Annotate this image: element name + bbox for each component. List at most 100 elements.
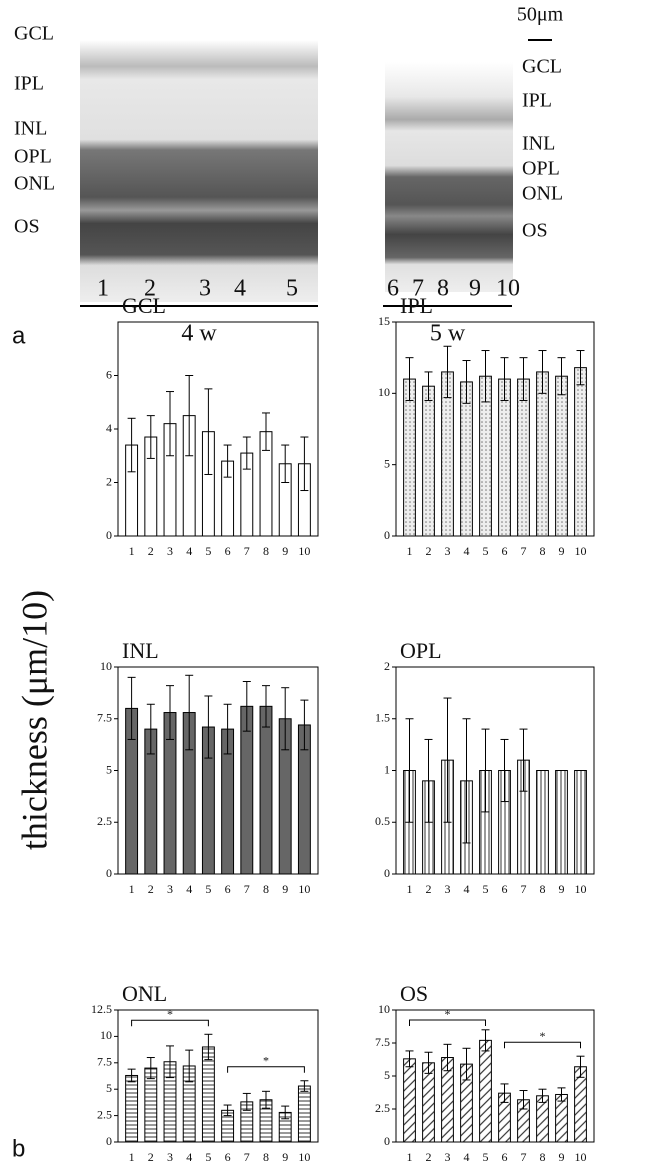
x-tick-label: 5 [205,882,211,896]
significance-bracket [409,1019,486,1026]
histology-image [385,62,513,292]
y-tick-label: 1.5 [375,711,390,725]
x-tick-label: 6 [502,1150,508,1164]
y-tick-label: 2 [384,659,390,673]
layer-label: ONL [522,183,563,205]
x-tick-label: 7 [521,1150,527,1164]
x-tick-label: 10 [575,1150,587,1164]
y-tick-label: 0 [106,1134,112,1148]
lane-number: 7 [412,276,424,302]
bar [125,1074,139,1143]
x-tick-label: 2 [426,1150,432,1164]
y-tick-label: 0 [106,528,112,542]
bar [422,1062,435,1143]
lane-number: 5 [286,276,298,302]
x-tick-label: 10 [298,1150,310,1164]
x-tick-label: 5 [205,1150,211,1164]
bar [574,770,587,875]
x-tick-label: 9 [559,882,565,896]
bar [403,378,416,537]
bar [297,1085,311,1143]
x-tick-label: 5 [483,882,489,896]
x-tick-label: 6 [502,544,508,558]
y-tick-label: 5 [106,762,112,776]
x-tick-label: 9 [282,1150,288,1164]
x-tick-label: 4 [464,882,470,896]
y-tick-label: 0 [106,866,112,880]
significance-label: * [540,1029,546,1043]
layer-label: GCL [522,56,562,78]
x-tick-label: 2 [148,544,154,558]
x-tick-label: 8 [540,1150,546,1164]
x-tick-label: 4 [186,882,192,896]
bar [201,1046,215,1143]
layer-label: ONL [14,173,55,195]
y-tick-label: 12.5 [91,1002,112,1016]
plot-frame [117,1009,319,1143]
y-tick-label: 0.5 [375,814,390,828]
bar [479,1039,492,1143]
y-tick-label: 0 [384,528,390,542]
x-tick-label: 7 [244,544,250,558]
x-tick-label: 10 [575,544,587,558]
x-tick-label: 4 [464,1150,470,1164]
bar [144,1067,158,1143]
bar [259,705,273,875]
x-tick-label: 4 [186,1150,192,1164]
lane-number: 1 [97,276,109,302]
x-tick-label: 9 [559,1150,565,1164]
group-label: 4 w [181,321,217,347]
y-tick-label: 0 [384,866,390,880]
y-tick-label: 4 [106,421,112,435]
y-tick-label: 5 [106,1081,112,1095]
layer-label: INL [14,118,47,140]
x-tick-label: 8 [263,882,269,896]
y-tick-label: 2.5 [97,814,112,828]
x-tick-label: 2 [148,882,154,896]
panel-label: a [12,322,26,349]
y-tick-label: 2.5 [97,1107,112,1121]
layer-label: OPL [14,146,52,168]
significance-label: * [263,1054,269,1068]
x-tick-label: 7 [521,544,527,558]
x-tick-label: 1 [129,882,135,896]
significance-label: * [167,1007,173,1021]
y-tick-label: 7.5 [97,1055,112,1069]
y-tick-label: 0 [384,1134,390,1148]
x-tick-label: 10 [298,544,310,558]
x-tick-label: 5 [483,1150,489,1164]
chart-title: INL [122,638,159,663]
histology-image [80,40,318,302]
y-axis-label: thickness (μm/10) [14,590,54,850]
y-tick-label: 2.5 [375,1101,390,1115]
y-tick-label: 7.5 [97,711,112,725]
bar [422,385,435,537]
x-tick-label: 4 [186,544,192,558]
x-tick-label: 6 [502,882,508,896]
x-tick-label: 9 [282,882,288,896]
chart-title: GCL [122,293,166,318]
bar [536,770,549,875]
significance-bracket [504,1041,581,1049]
x-tick-label: 5 [205,544,211,558]
layer-label: GCL [14,23,54,45]
x-tick-label: 2 [426,882,432,896]
x-tick-label: 1 [129,544,135,558]
bar [498,378,511,537]
x-tick-label: 2 [148,1150,154,1164]
layer-label: OS [522,220,548,242]
x-tick-label: 8 [263,1150,269,1164]
y-tick-label: 10 [100,1028,112,1042]
x-tick-label: 1 [407,1150,413,1164]
y-tick-label: 1 [384,762,390,776]
x-tick-label: 7 [244,882,250,896]
scale-label: 50μm [517,4,564,26]
y-tick-label: 15 [378,314,390,328]
lane-number: 2 [144,276,156,302]
x-tick-label: 3 [167,1150,173,1164]
y-tick-label: 10 [378,385,390,399]
bar [574,367,587,537]
bar [403,1058,416,1143]
lane-number: 10 [496,276,520,302]
